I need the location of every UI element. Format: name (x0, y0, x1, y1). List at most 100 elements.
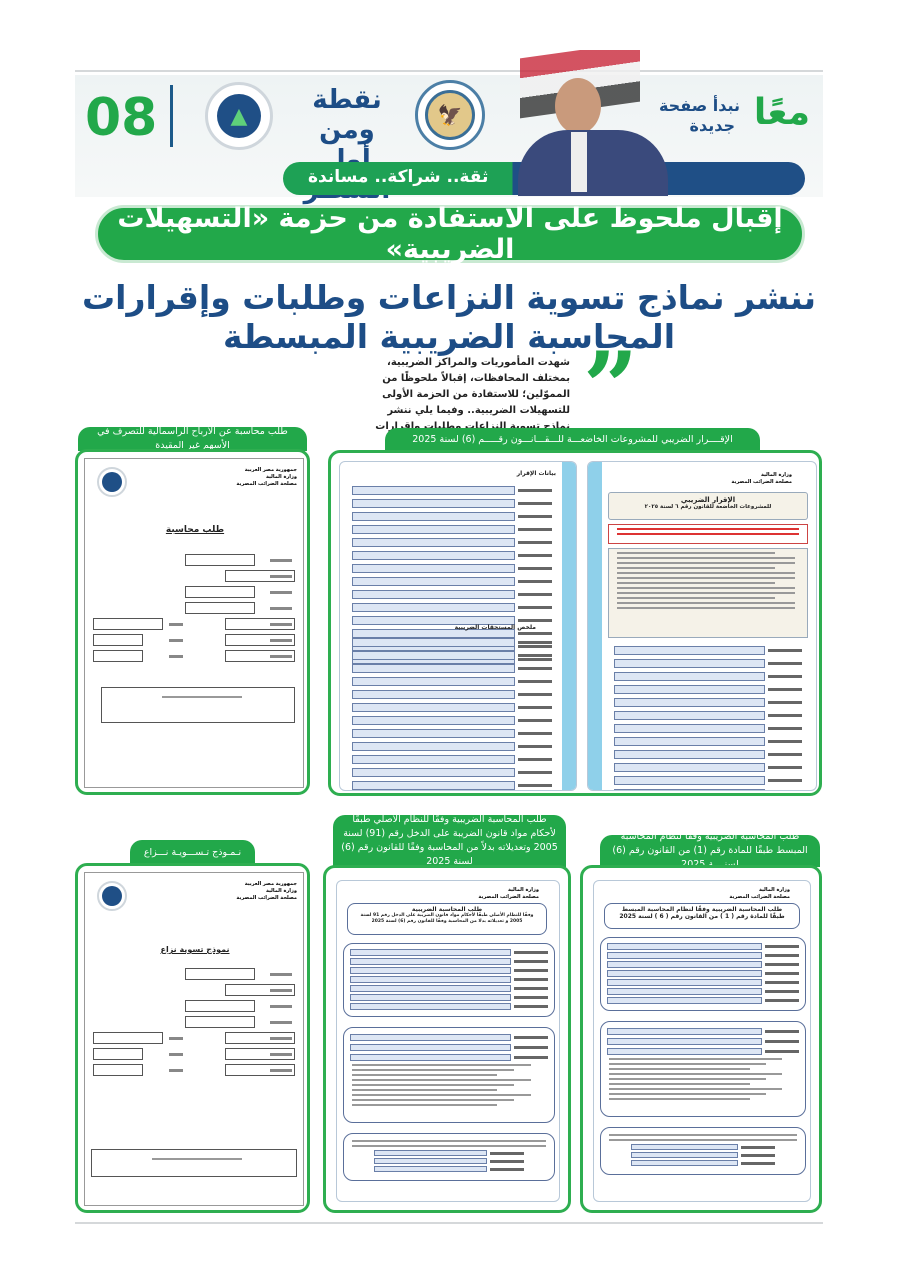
form-row (374, 1158, 524, 1164)
form-subtitle: طبقًا للمادة رقم ( 1 ) من القانون رقم ( … (619, 913, 785, 920)
form-row (352, 638, 552, 647)
field-label (765, 1040, 799, 1043)
form-field (607, 1048, 762, 1055)
field-label (768, 688, 802, 691)
form-field (93, 650, 143, 662)
form-field (225, 1048, 295, 1060)
series-word: معًا (753, 92, 810, 133)
header-line: مصلحة الضرائب المصرية (478, 894, 539, 900)
field-group (600, 1127, 806, 1175)
field-label (518, 719, 552, 722)
form-field (614, 776, 765, 785)
form-row (607, 1048, 799, 1055)
text-line (352, 1140, 546, 1142)
form-field (225, 618, 295, 630)
field-label (270, 1021, 292, 1024)
form-row (350, 976, 548, 983)
text-line (617, 552, 776, 554)
form-field (631, 1160, 738, 1166)
text-line (617, 572, 796, 574)
field-label (768, 662, 802, 665)
form-field (185, 554, 255, 566)
form-row (352, 577, 552, 586)
field-label (169, 1037, 183, 1040)
field-group (600, 1021, 806, 1117)
form-row (374, 1166, 524, 1172)
header-line: وزارة المالية (507, 887, 539, 893)
text-line (352, 1074, 497, 1076)
form-field (374, 1158, 487, 1164)
header-line: وزارة المالية (265, 888, 297, 894)
form-title: طلب المحاسبة الضريبية (411, 906, 483, 913)
side-strip (588, 462, 602, 790)
field-label (270, 559, 292, 562)
form-field (352, 551, 515, 560)
text-line (609, 1083, 750, 1085)
declaration-data (346, 482, 558, 664)
field-label (768, 675, 802, 678)
signature-block (594, 1123, 810, 1179)
field-label (741, 1161, 775, 1165)
field-label (169, 639, 183, 642)
form-title-box: طلب المحاسبة الضريبية وفقًا لنظام المحاس… (604, 903, 800, 929)
form-field (225, 984, 295, 996)
signature-block (337, 1129, 559, 1181)
form-row (614, 724, 802, 733)
form-panel-simplified-system: وزارة المالية مصلحة الضرائب المصرية طلب … (580, 865, 822, 1213)
form-field (614, 737, 765, 746)
text-line (609, 1088, 783, 1090)
field-label (490, 1151, 524, 1155)
form-field (93, 1032, 163, 1044)
form-row (352, 616, 552, 625)
form-panel-dispute: جمهورية مصر العربية وزارة المالية مصلحة … (75, 863, 310, 1213)
field-label (518, 658, 552, 661)
form-field (350, 1054, 511, 1061)
form-field (93, 1048, 143, 1060)
form-field (352, 638, 515, 647)
header-line: مصلحة الضرائب المصرية (236, 481, 297, 487)
page-number: 08 (85, 88, 158, 148)
form-row (352, 690, 552, 699)
form-tab-dispute: نـمـوذج تـســـويـة نـــزاع (130, 840, 255, 865)
text-line (352, 1104, 497, 1106)
form-field (614, 789, 765, 790)
form-row (352, 564, 552, 573)
field-label (270, 973, 292, 976)
form-header: وزارة المالية مصلحة الضرائب المصرية (478, 887, 539, 901)
tax-return-page-2: بيانات الإقرار ملخص المستحقات الضريبية (339, 461, 577, 791)
field-label (518, 632, 552, 635)
form-row (374, 1150, 524, 1156)
field-label (514, 1036, 548, 1039)
form-header: جمهورية مصر العربية وزارة المالية مصلحة … (236, 467, 297, 488)
field-label (270, 1037, 292, 1040)
form-field (350, 976, 511, 983)
form-row (352, 677, 552, 686)
field-label (270, 575, 292, 578)
field-label (765, 981, 799, 984)
field-label (518, 693, 552, 696)
field-label (518, 567, 552, 570)
field-label (270, 1005, 292, 1008)
form-row (614, 711, 802, 720)
form-row (352, 512, 552, 521)
text-line (609, 1063, 767, 1065)
taxpayer-data (608, 642, 808, 790)
form-field (352, 651, 515, 660)
form-field (614, 685, 765, 694)
tax-summary (346, 634, 558, 790)
field-label (765, 972, 799, 975)
field-label (518, 502, 552, 505)
form-row (352, 742, 552, 751)
form-field (352, 629, 515, 638)
tax-authority-logo: ▲ (205, 82, 273, 150)
request-block (594, 1017, 810, 1117)
form-row (607, 943, 799, 950)
form-field (352, 677, 515, 686)
form-field (350, 958, 511, 965)
text-line (609, 1068, 750, 1070)
form-field (352, 768, 515, 777)
form-row (352, 664, 552, 673)
field-label (490, 1167, 524, 1171)
field-label (765, 999, 799, 1002)
form-field (607, 943, 762, 950)
